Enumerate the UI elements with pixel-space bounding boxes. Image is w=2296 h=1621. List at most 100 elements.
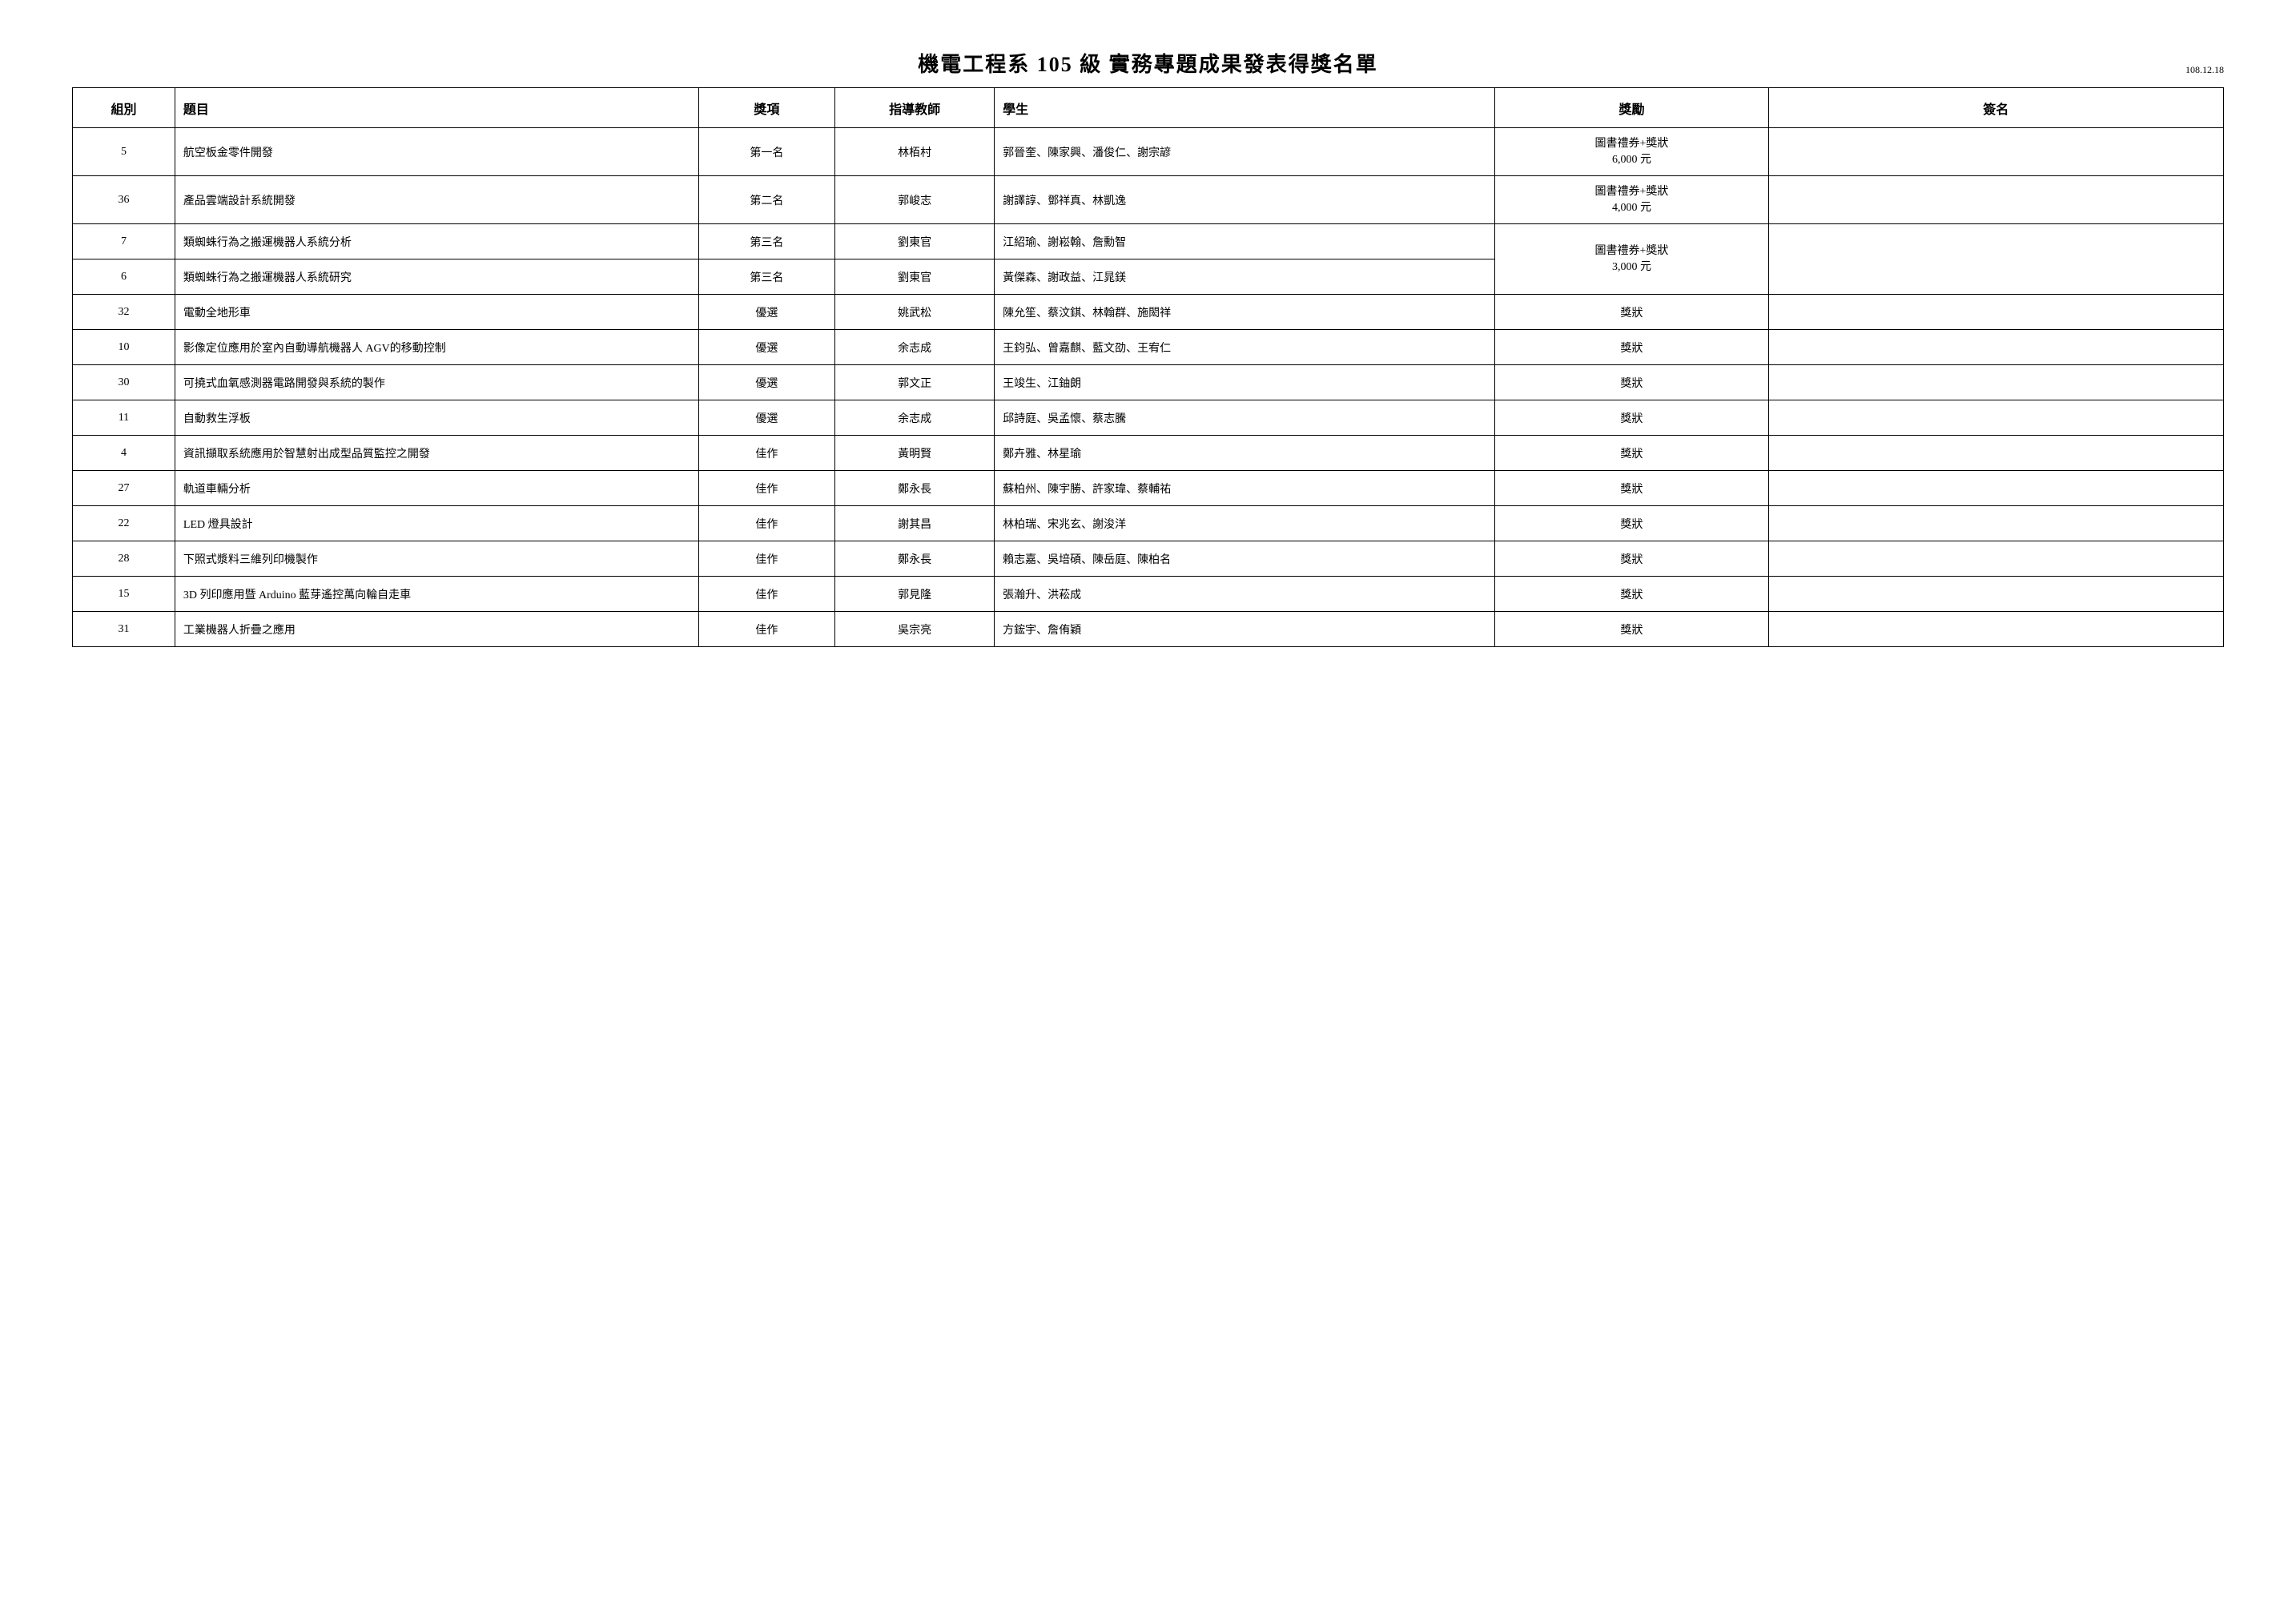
cell-topic: 可撓式血氧感測器電路開發與系統的製作 (175, 365, 698, 400)
reward-line2: 6,000 元 (1502, 152, 1761, 168)
cell-reward: 獎狀 (1495, 365, 1768, 400)
cell-reward-merged: 圖書禮券+獎狀 3,000 元 (1495, 224, 1768, 295)
cell-students: 林柏瑞、宋兆玄、謝浚洋 (995, 506, 1495, 541)
document-date: 108.12.18 (2185, 64, 2224, 76)
cell-sign (1768, 295, 2224, 330)
cell-award: 優選 (698, 365, 835, 400)
table-row: 7 類蜘蛛行為之搬運機器人系統分析 第三名 劉東官 江紹瑜、謝崧翰、詹勳智 圖書… (73, 224, 2224, 259)
reward-line1: 圖書禮券+獎狀 (1502, 243, 1761, 259)
cell-reward: 圖書禮券+獎狀 4,000 元 (1495, 176, 1768, 224)
cell-sign (1768, 128, 2224, 176)
cell-topic: 資訊擷取系統應用於智慧射出成型品質監控之開發 (175, 436, 698, 471)
cell-sign (1768, 365, 2224, 400)
cell-award: 優選 (698, 400, 835, 436)
cell-group: 15 (73, 577, 175, 612)
cell-students: 鄭卉雅、林星瑜 (995, 436, 1495, 471)
cell-group: 27 (73, 471, 175, 506)
cell-students: 蘇柏州、陳宇勝、許家瑋、蔡輔祐 (995, 471, 1495, 506)
cell-topic: 航空板金零件開發 (175, 128, 698, 176)
cell-award: 佳作 (698, 436, 835, 471)
cell-teacher: 鄭永長 (835, 471, 995, 506)
cell-students: 謝譯諄、鄧祥真、林凱逸 (995, 176, 1495, 224)
cell-teacher: 姚武松 (835, 295, 995, 330)
cell-group: 30 (73, 365, 175, 400)
cell-topic: 電動全地形車 (175, 295, 698, 330)
table-row: 10 影像定位應用於室內自動導航機器人 AGV的移動控制 優選 余志成 王鈞弘、… (73, 330, 2224, 365)
table-row: 15 3D 列印應用暨 Arduino 藍芽遙控萬向輪自走車 佳作 郭見隆 張瀚… (73, 577, 2224, 612)
cell-award: 第二名 (698, 176, 835, 224)
cell-teacher: 劉東官 (835, 259, 995, 295)
table-row: 4 資訊擷取系統應用於智慧射出成型品質監控之開發 佳作 黃明賢 鄭卉雅、林星瑜 … (73, 436, 2224, 471)
cell-topic: LED 燈具設計 (175, 506, 698, 541)
cell-group: 28 (73, 541, 175, 577)
cell-sign (1768, 400, 2224, 436)
cell-students: 賴志嘉、吳培碩、陳岳庭、陳柏名 (995, 541, 1495, 577)
cell-reward: 獎狀 (1495, 541, 1768, 577)
cell-sign (1768, 471, 2224, 506)
cell-topic: 類蜘蛛行為之搬運機器人系統分析 (175, 224, 698, 259)
cell-group: 32 (73, 295, 175, 330)
cell-group: 31 (73, 612, 175, 647)
cell-award: 佳作 (698, 541, 835, 577)
cell-reward: 獎狀 (1495, 577, 1768, 612)
cell-teacher: 謝其昌 (835, 506, 995, 541)
table-row: 22 LED 燈具設計 佳作 謝其昌 林柏瑞、宋兆玄、謝浚洋 獎狀 (73, 506, 2224, 541)
cell-group: 10 (73, 330, 175, 365)
cell-teacher: 余志成 (835, 400, 995, 436)
table-row: 30 可撓式血氧感測器電路開發與系統的製作 優選 郭文正 王竣生、江鈾朗 獎狀 (73, 365, 2224, 400)
cell-sign (1768, 577, 2224, 612)
document-title: 機電工程系 105 級 實務專題成果發表得獎名單 (918, 48, 1378, 78)
table-row: 5 航空板金零件開發 第一名 林栢村 郭晉奎、陳家興、潘俊仁、謝宗諺 圖書禮券+… (73, 128, 2224, 176)
cell-teacher: 郭文正 (835, 365, 995, 400)
cell-award: 第一名 (698, 128, 835, 176)
cell-reward: 獎狀 (1495, 436, 1768, 471)
cell-award: 佳作 (698, 506, 835, 541)
cell-students: 郭晉奎、陳家興、潘俊仁、謝宗諺 (995, 128, 1495, 176)
cell-students: 王竣生、江鈾朗 (995, 365, 1495, 400)
document-header: 機電工程系 105 級 實務專題成果發表得獎名單 108.12.18 (72, 48, 2224, 78)
cell-group: 4 (73, 436, 175, 471)
cell-sign (1768, 330, 2224, 365)
table-row: 31 工業機器人折疊之應用 佳作 吳宗亮 方鋐宇、詹侑穎 獎狀 (73, 612, 2224, 647)
cell-award: 佳作 (698, 577, 835, 612)
cell-students: 黃傑森、謝政益、江晁鎂 (995, 259, 1495, 295)
table-body: 5 航空板金零件開發 第一名 林栢村 郭晉奎、陳家興、潘俊仁、謝宗諺 圖書禮券+… (73, 128, 2224, 647)
cell-award: 佳作 (698, 471, 835, 506)
header-reward: 獎勵 (1495, 88, 1768, 128)
cell-students: 邱詩庭、吳孟懷、蔡志騰 (995, 400, 1495, 436)
table-row: 36 產品雲端設計系統開發 第二名 郭峻志 謝譯諄、鄧祥真、林凱逸 圖書禮券+獎… (73, 176, 2224, 224)
reward-line2: 4,000 元 (1502, 200, 1761, 216)
cell-award: 優選 (698, 295, 835, 330)
cell-students: 王鈞弘、曾嘉麒、藍文劭、王宥仁 (995, 330, 1495, 365)
cell-sign (1768, 541, 2224, 577)
cell-students: 張瀚升、洪菘成 (995, 577, 1495, 612)
cell-teacher: 余志成 (835, 330, 995, 365)
cell-reward: 獎狀 (1495, 295, 1768, 330)
cell-topic: 工業機器人折疊之應用 (175, 612, 698, 647)
table-header-row: 組別 題目 獎項 指導教師 學生 獎勵 簽名 (73, 88, 2224, 128)
cell-sign (1768, 436, 2224, 471)
cell-sign (1768, 176, 2224, 224)
table-row: 32 電動全地形車 優選 姚武松 陳允笙、蔡汶錤、林翰群、施閎祥 獎狀 (73, 295, 2224, 330)
header-sign: 簽名 (1768, 88, 2224, 128)
header-students: 學生 (995, 88, 1495, 128)
cell-students: 陳允笙、蔡汶錤、林翰群、施閎祥 (995, 295, 1495, 330)
cell-award: 優選 (698, 330, 835, 365)
cell-reward: 獎狀 (1495, 400, 1768, 436)
table-row: 11 自動救生浮板 優選 余志成 邱詩庭、吳孟懷、蔡志騰 獎狀 (73, 400, 2224, 436)
cell-topic: 軌道車輛分析 (175, 471, 698, 506)
table-row: 28 下照式漿料三維列印機製作 佳作 鄭永長 賴志嘉、吳培碩、陳岳庭、陳柏名 獎… (73, 541, 2224, 577)
cell-award: 第三名 (698, 259, 835, 295)
reward-line2: 3,000 元 (1502, 259, 1761, 276)
cell-award: 第三名 (698, 224, 835, 259)
cell-teacher: 郭峻志 (835, 176, 995, 224)
cell-group: 36 (73, 176, 175, 224)
cell-students: 方鋐宇、詹侑穎 (995, 612, 1495, 647)
cell-topic: 3D 列印應用暨 Arduino 藍芽遙控萬向輪自走車 (175, 577, 698, 612)
cell-teacher: 郭見隆 (835, 577, 995, 612)
reward-line1: 圖書禮券+獎狀 (1502, 184, 1761, 200)
cell-students: 江紹瑜、謝崧翰、詹勳智 (995, 224, 1495, 259)
cell-group: 11 (73, 400, 175, 436)
cell-group: 6 (73, 259, 175, 295)
cell-topic: 類蜘蛛行為之搬運機器人系統研究 (175, 259, 698, 295)
